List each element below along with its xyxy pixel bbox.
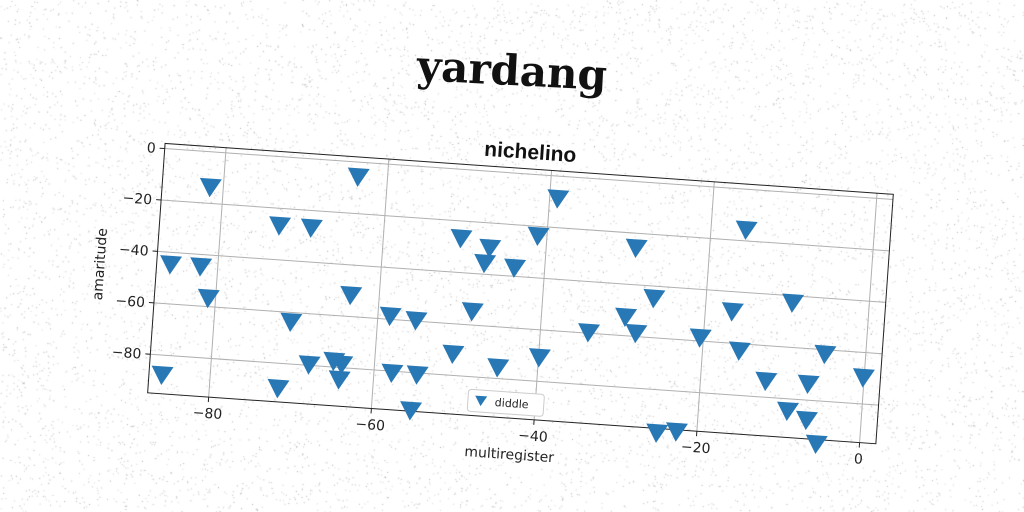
- data-point: [190, 257, 213, 277]
- y-gridline: [157, 250, 886, 303]
- data-point: [379, 306, 402, 327]
- data-point: [298, 355, 321, 375]
- legend-marker: [475, 395, 488, 407]
- x-gridline: [696, 181, 715, 432]
- data-point: [797, 374, 820, 395]
- data-point: [755, 371, 778, 392]
- data-point: [151, 365, 174, 386]
- data-point: [474, 253, 497, 274]
- data-point: [442, 344, 465, 365]
- legend: diddle: [466, 388, 545, 417]
- data-point: [461, 302, 484, 322]
- legend-box: [466, 388, 545, 417]
- data-point: [280, 312, 303, 333]
- data-point: [381, 363, 404, 384]
- data-point: [643, 288, 666, 309]
- data-point: [728, 341, 751, 361]
- y-tick-label: −20: [122, 190, 153, 208]
- data-point: [689, 328, 712, 348]
- plot-group: nichelino −80 −60 −40 −20 0 0 −20 −40 −60 −80 mul…: [90, 138, 894, 468]
- x-tick-label: 0: [853, 451, 863, 468]
- y-gridline: [150, 353, 879, 406]
- legend-label: diddle: [494, 396, 529, 411]
- x-tick-label: −40: [518, 428, 549, 446]
- x-tick-label: −20: [680, 439, 711, 457]
- data-point: [814, 344, 837, 365]
- data-point: [735, 220, 758, 240]
- y-gridline: [164, 148, 893, 200]
- data-point: [405, 311, 428, 331]
- data-point: [805, 434, 828, 455]
- data-point: [199, 177, 222, 198]
- data-point: [400, 401, 423, 421]
- data-point: [721, 302, 744, 322]
- x-gridline: [208, 147, 227, 398]
- y-axis-label: amaritude: [90, 228, 111, 301]
- data-point: [331, 354, 354, 375]
- data-point: [646, 423, 669, 443]
- axis-ticks: −80 −60 −40 −20 0 0 −20 −40 −60 −80: [111, 140, 863, 468]
- grid: [150, 147, 893, 443]
- data-point: [625, 323, 648, 344]
- y-tick-label: −60: [115, 293, 146, 311]
- chart-subtitle: nichelino: [484, 138, 578, 167]
- data-point: [328, 370, 351, 390]
- data-point: [528, 348, 551, 368]
- data-point: [300, 218, 323, 238]
- x-tick-label: −60: [355, 416, 386, 434]
- x-gridline: [533, 170, 553, 420]
- data-point: [267, 378, 290, 399]
- y-gridline: [161, 199, 890, 252]
- data-point: [615, 307, 638, 328]
- data-point: [666, 422, 688, 442]
- data-point: [487, 358, 510, 378]
- data-point: [527, 226, 550, 246]
- data-point: [852, 368, 875, 388]
- y-tick-label: −80: [111, 345, 142, 363]
- y-tick-label: −40: [118, 242, 149, 260]
- data-point: [777, 401, 799, 422]
- data-point: [269, 216, 292, 236]
- data-point: [479, 238, 502, 259]
- x-gridline: [859, 193, 878, 443]
- data-point: [504, 258, 527, 278]
- data-point: [406, 365, 429, 385]
- data-point: [625, 238, 648, 259]
- data-point: [578, 323, 601, 343]
- data-point: [340, 285, 363, 306]
- x-axis-label: multiregister: [464, 444, 555, 466]
- data-point: [160, 255, 183, 275]
- x-tick-label: −80: [192, 405, 223, 423]
- x-gridline: [370, 159, 390, 409]
- y-gridline: [153, 302, 883, 355]
- plot-frame: [147, 142, 894, 445]
- data-point: [197, 288, 220, 309]
- data-point: [547, 189, 570, 209]
- data-points: [151, 167, 875, 455]
- y-tick-label: 0: [146, 140, 156, 157]
- data-point: [450, 228, 473, 249]
- data-point: [796, 410, 818, 431]
- data-point: [782, 293, 805, 313]
- data-point: [347, 167, 370, 187]
